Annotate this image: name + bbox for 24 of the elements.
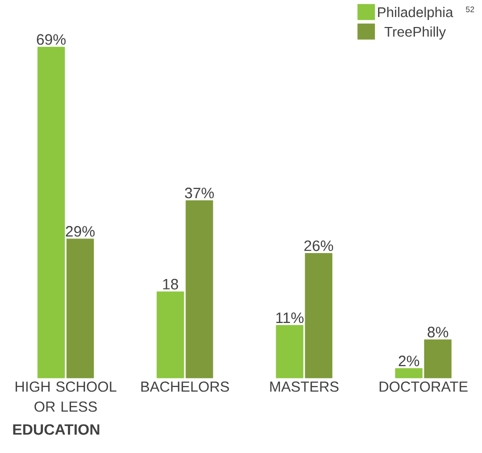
x-tick-label: DOCTORATE <box>380 382 468 392</box>
text: 52 <box>466 6 474 12</box>
data-label: 11% <box>276 312 304 324</box>
bar <box>156 291 184 378</box>
data-label: 18 <box>163 278 178 290</box>
bar <box>276 325 304 378</box>
legend-label: TreePhilly <box>384 26 446 40</box>
bar <box>424 339 452 378</box>
bar <box>395 368 423 378</box>
bar <box>66 238 94 378</box>
x-axis-title: EDUCATION <box>13 424 100 435</box>
x-tick-label: MASTERS <box>270 382 339 392</box>
data-label: 29% <box>66 226 95 237</box>
data-label: 26% <box>304 240 334 252</box>
data-label: 69% <box>36 34 66 45</box>
data-label: 37% <box>184 188 214 198</box>
data-label: 2% <box>398 356 420 366</box>
bar <box>37 46 65 378</box>
legend-label: Philadelphia <box>378 6 454 20</box>
bar <box>186 200 214 378</box>
data-label: 8% <box>428 326 448 338</box>
x-tick-label: BACHELORS <box>141 382 229 392</box>
x-tick-label: HIGH SCHOOL OR LESS <box>16 382 116 412</box>
bar <box>304 253 332 378</box>
